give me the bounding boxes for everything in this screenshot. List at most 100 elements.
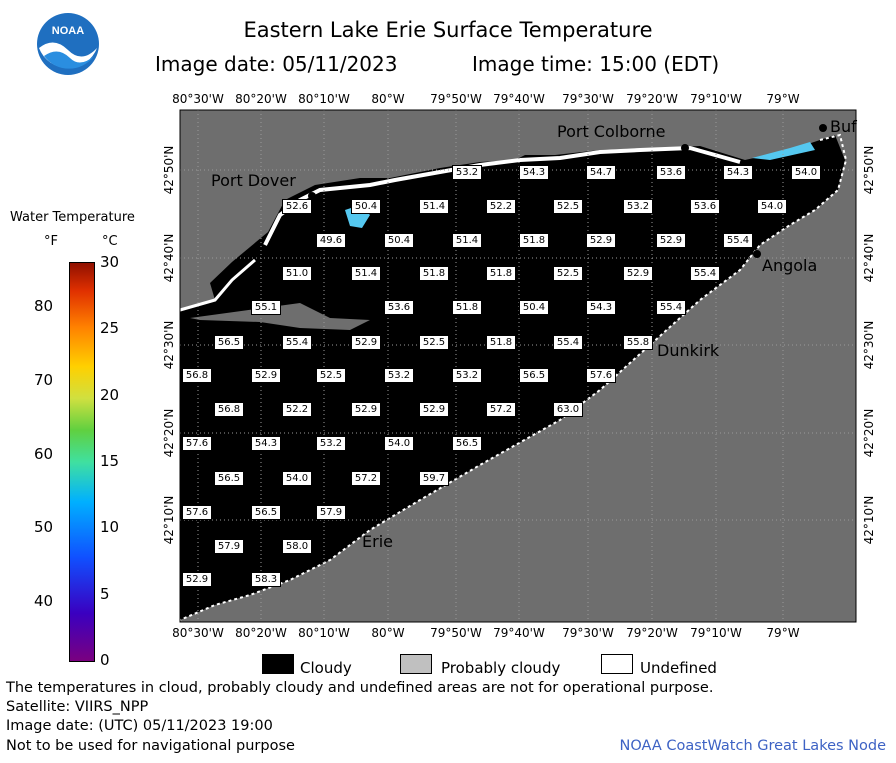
temperature-label: 50.4	[519, 300, 549, 315]
temperature-label: 54.7	[586, 165, 616, 180]
colorbar-tick-c: 20	[100, 385, 120, 404]
lake-cloud-area	[180, 135, 845, 620]
colorbar-unit-c: °C	[102, 234, 118, 249]
temperature-label: 51.8	[519, 233, 549, 248]
colorbar-tick-c: 0	[100, 651, 110, 669]
lat-label-right: 42°40'N	[862, 233, 876, 283]
lon-label-bottom: 79°W	[766, 626, 800, 640]
temperature-label: 52.9	[623, 266, 653, 281]
colorbar-unit-f: °F	[44, 234, 58, 249]
temperature-label: 52.9	[351, 335, 381, 350]
lon-label-bottom: 80°30'W	[172, 626, 224, 640]
place-buf: Buf	[830, 117, 857, 136]
lon-label-top: 79°20'W	[626, 92, 678, 106]
legend-undefined-label: Undefined	[640, 659, 717, 677]
temperature-label: 49.6	[316, 233, 346, 248]
note-image-date-utc: Image date: (UTC) 05/11/2023 19:00	[6, 718, 273, 734]
colorbar	[69, 262, 95, 662]
temperature-label: 53.2	[452, 165, 482, 180]
temperature-label: 59.7	[419, 471, 449, 486]
lat-label-left: 42°20'N	[162, 408, 176, 458]
temperature-label: 55.1	[251, 300, 281, 315]
lon-label-bottom: 79°50'W	[430, 626, 482, 640]
place-erie: Erie	[362, 532, 393, 551]
colorbar-tick-c: 15	[100, 452, 120, 470]
temperature-label: 54.3	[251, 436, 281, 451]
colorbar-title: Water Temperature	[10, 210, 135, 225]
erie-marker	[348, 531, 356, 539]
temperature-label: 51.4	[419, 199, 449, 214]
lon-label-top: 79°W	[766, 92, 800, 106]
temperature-label: 58.0	[282, 539, 312, 554]
colorbar-tick-f: 50	[34, 518, 54, 537]
legend-probably-cloudy-swatch	[400, 654, 432, 674]
temperature-label: 53.2	[316, 436, 346, 451]
lat-label-right: 42°50'N	[862, 145, 876, 195]
temperature-label: 50.4	[351, 199, 381, 214]
graticule	[180, 110, 856, 622]
temperature-label: 57.9	[316, 505, 346, 520]
lat-label-left: 42°10'N	[162, 495, 176, 545]
lat-label-left: 42°40'N	[162, 233, 176, 283]
legend-cloudy-label: Cloudy	[300, 659, 352, 677]
lat-label-right: 42°20'N	[862, 408, 876, 458]
lon-label-bottom: 80°10'W	[298, 626, 350, 640]
temperature-label: 57.2	[486, 402, 516, 417]
lat-label-right: 42°30'N	[862, 320, 876, 370]
lon-label-top: 79°40'W	[493, 92, 545, 106]
lon-label-top: 80°30'W	[172, 92, 224, 106]
temperature-label: 56.8	[182, 368, 212, 383]
temperature-label: 53.2	[623, 199, 653, 214]
temperature-label: 54.0	[384, 436, 414, 451]
colorbar-tick-f: 60	[34, 444, 54, 463]
temperature-label: 52.6	[282, 199, 312, 214]
temperature-label: 52.2	[282, 402, 312, 417]
lat-label-right: 42°10'N	[862, 495, 876, 545]
temperature-label: 52.5	[419, 335, 449, 350]
temperature-label: 53.6	[690, 199, 720, 214]
temperature-label: 56.5	[251, 505, 281, 520]
temperature-label: 52.2	[486, 199, 516, 214]
colorbar-tick-c: 10	[100, 518, 120, 537]
place-port-dover: Port Dover	[211, 171, 296, 190]
legend-cloudy-swatch	[262, 654, 294, 674]
logo-text: NOAA	[52, 25, 84, 37]
note-satellite: Satellite: VIIRS_NPP	[6, 699, 149, 715]
place-port-colborne: Port Colborne	[557, 122, 666, 141]
place-dunkirk: Dunkirk	[657, 341, 720, 360]
colorbar-tick-c: 30	[100, 253, 120, 271]
temperature-label: 52.9	[182, 572, 212, 587]
temperature-label: 54.0	[282, 471, 312, 486]
image-time: Image time: 15:00 (EDT)	[472, 52, 720, 76]
note-navigation: Not to be used for navigational purpose	[6, 738, 295, 754]
lat-label-left: 42°50'N	[162, 145, 176, 195]
temperature-label: 55.4	[282, 335, 312, 350]
port-dover-marker	[308, 192, 316, 200]
lon-label-top: 80°20'W	[235, 92, 287, 106]
temperature-label: 55.4	[723, 233, 753, 248]
note-disclaimer: The temperatures in cloud, probably clou…	[6, 680, 714, 696]
lon-label-top: 79°30'W	[562, 92, 614, 106]
temperature-label: 54.3	[723, 165, 753, 180]
temperature-label: 56.5	[452, 436, 482, 451]
temperature-label: 57.2	[351, 471, 381, 486]
temperature-label: 57.6	[586, 368, 616, 383]
colorbar-tick-c: 25	[100, 319, 120, 338]
temperature-label: 51.4	[452, 233, 482, 248]
temperature-label: 56.8	[214, 402, 244, 417]
colorbar-tick-f: 40	[34, 592, 54, 611]
temperature-label: 52.5	[316, 368, 346, 383]
temperature-label: 53.2	[452, 368, 482, 383]
image-date: Image date: 05/11/2023	[155, 52, 398, 76]
credit-coastwatch: NOAA CoastWatch Great Lakes Node	[619, 738, 886, 754]
buf-marker	[819, 124, 827, 132]
temperature-label: 52.9	[419, 402, 449, 417]
temperature-label: 55.4	[553, 335, 583, 350]
temperature-label: 52.9	[586, 233, 616, 248]
place-angola: Angola	[762, 256, 818, 275]
temperature-label: 57.9	[214, 539, 244, 554]
lon-label-top: 80°W	[371, 92, 405, 106]
temperature-label: 54.3	[519, 165, 549, 180]
temperature-label: 63.0	[553, 402, 583, 417]
